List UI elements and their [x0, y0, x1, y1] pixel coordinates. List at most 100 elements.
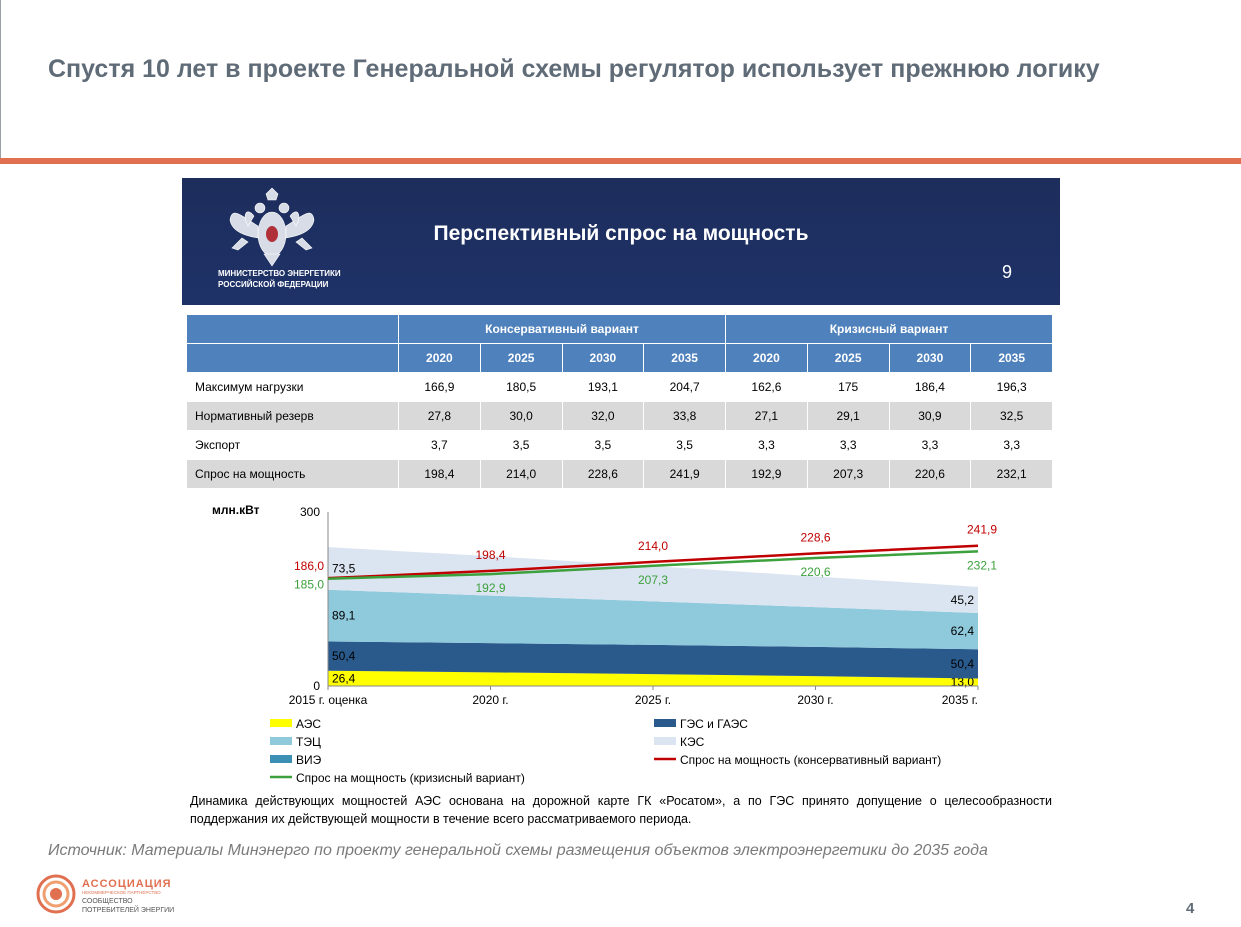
- demand-value-label: 198,4: [475, 548, 505, 562]
- table-cell: 3,3: [725, 430, 808, 460]
- association-subtitle: НЕКОММЕРЧЕСКОЕ ПАРТНЕРСТВО: [82, 890, 161, 895]
- x-tick-label: 2025 г.: [635, 693, 671, 707]
- table-row: Нормативный резерв 27,8 30,0 32,0 33,8 2…: [186, 401, 1054, 431]
- area-value-label: 50,4: [951, 657, 975, 671]
- ministry-name: МИНИСТЕРСТВО ЭНЕРГЕТИКИ РОССИЙСКОЙ ФЕДЕР…: [218, 269, 341, 289]
- year-header: 2025: [806, 343, 890, 373]
- area-value-label: 26,4: [332, 671, 356, 685]
- association-name: АССОЦИАЦИЯ: [82, 878, 172, 890]
- table-cell: 220,6: [888, 459, 972, 489]
- conservative-demand-line: [327, 544, 979, 580]
- row-label: Нормативный резерв: [186, 401, 399, 431]
- group-header-conservative: Консервативный вариант: [397, 314, 727, 344]
- table-row: Спрос на мощность 198,4 214,0 228,6 241,…: [186, 459, 1054, 489]
- table-cell: 192,9: [725, 459, 808, 489]
- table-cell: 180,5: [479, 372, 563, 402]
- table-cell: 228,6: [561, 459, 645, 489]
- legend-swatch: [270, 737, 292, 745]
- demand-table: Консервативный вариант Кризисный вариант…: [186, 314, 1054, 489]
- legend-swatch: [270, 755, 292, 763]
- panel-header: МИНИСТЕРСТВО ЭНЕРГЕТИКИ РОССИЙСКОЙ ФЕДЕР…: [182, 178, 1060, 305]
- legend-label: ГЭС и ГАЭС: [680, 717, 748, 731]
- slide-title: Спустя 10 лет в проекте Генеральной схем…: [48, 55, 1100, 83]
- table-cell: 3,5: [561, 430, 645, 460]
- y-axis-label: млн.кВт: [212, 503, 260, 517]
- demand-value-label: 228,6: [800, 530, 830, 544]
- year-header: 2035: [970, 343, 1054, 373]
- area-1: [328, 670, 978, 686]
- embedded-slide-panel: МИНИСТЕРСТВО ЭНЕРГЕТИКИ РОССИЙСКОЙ ФЕДЕР…: [182, 178, 1060, 836]
- legend-label: КЭС: [680, 735, 705, 749]
- panel-title: Перспективный спрос на мощность: [433, 222, 809, 245]
- legend-label: АЭС: [296, 717, 321, 731]
- table-cell: 186,4: [888, 372, 972, 402]
- year-header: 2020: [725, 343, 808, 373]
- double-headed-eagle-emblem-icon: [229, 187, 315, 267]
- table-header-groups: Консервативный вариант Кризисный вариант: [186, 314, 1054, 344]
- x-tick-label: 2015 г. оценка: [289, 693, 368, 707]
- demand-value-label: 220,6: [800, 565, 830, 579]
- legend-label: Спрос на мощность (кризисный вариант): [296, 771, 525, 785]
- table-cell: 30,0: [479, 401, 563, 431]
- x-tick-label: 2030 г.: [797, 693, 833, 707]
- table-cell: 27,8: [398, 401, 481, 431]
- area-value-label: 45,2: [951, 593, 975, 607]
- area-2: [328, 641, 978, 679]
- table-header-years: 2020 2025 2030 2035 2020 2025 2030 2035: [186, 343, 1054, 373]
- area-value-label: 50,4: [332, 649, 356, 663]
- x-tick-label: 2035 г.: [942, 693, 978, 707]
- legend-swatch: [654, 737, 676, 745]
- table-cell: 214,0: [479, 459, 563, 489]
- inner-slide-number: 9: [1002, 262, 1013, 282]
- year-header: 2030: [561, 343, 645, 373]
- demand-value-label: 214,0: [638, 539, 668, 553]
- legend-label: ТЭЦ: [296, 735, 321, 749]
- table-cell: 166,9: [398, 372, 481, 402]
- demand-value-label: 185,0: [294, 578, 324, 592]
- demand-value-label: 232,1: [967, 558, 997, 572]
- table-corner-cell: [186, 314, 399, 344]
- area-value-label: 62,4: [951, 624, 975, 638]
- table-cell: 241,9: [643, 459, 727, 489]
- association-description: СООБЩЕСТВО ПОТРЕБИТЕЛЕЙ ЭНЕРГИИ: [82, 898, 175, 914]
- chart-footnote: Динамика действующих мощностей АЭС основ…: [190, 794, 1052, 826]
- title-divider: [0, 158, 1241, 164]
- area-value-label: 73,5: [332, 561, 356, 575]
- table-cell: 232,1: [970, 459, 1054, 489]
- table-corner-cell: [186, 343, 399, 373]
- crisis-demand-line: [327, 550, 979, 580]
- source-note: Источник: Материалы Минэнерго по проекту…: [48, 842, 988, 859]
- demand-value-label: 241,9: [967, 523, 997, 537]
- legend-swatch: [270, 719, 292, 727]
- legend-label: ВИЭ: [296, 753, 322, 767]
- table-cell: 196,3: [970, 372, 1054, 402]
- table-row: Максимум нагрузки 166,9 180,5 193,1 204,…: [186, 372, 1054, 402]
- year-header: 2030: [888, 343, 972, 373]
- table-cell: 3,7: [398, 430, 481, 460]
- table-cell: 3,5: [479, 430, 563, 460]
- year-header: 2035: [643, 343, 727, 373]
- area-value-label: 89,1: [332, 609, 356, 623]
- table-cell: 30,9: [888, 401, 972, 431]
- group-header-crisis: Кризисный вариант: [725, 314, 1054, 344]
- row-label: Спрос на мощность: [186, 459, 399, 489]
- area-3: [328, 589, 978, 650]
- left-edge-rule: [0, 0, 1, 160]
- demand-value-label: 186,0: [294, 559, 324, 573]
- y-tick-label: 300: [300, 505, 320, 519]
- table-cell: 3,5: [643, 430, 727, 460]
- year-header: 2025: [479, 343, 563, 373]
- y-tick-label: 0: [313, 679, 320, 693]
- table-cell: 27,1: [725, 401, 808, 431]
- association-logo-icon: [36, 874, 76, 914]
- table-cell: 198,4: [398, 459, 481, 489]
- demand-value-label: 192,9: [475, 581, 505, 595]
- table-cell: 193,1: [561, 372, 645, 402]
- table-cell: 3,3: [888, 430, 972, 460]
- page-number: 4: [1186, 900, 1195, 917]
- area-4: [328, 547, 978, 614]
- year-header: 2020: [398, 343, 481, 373]
- table-cell: 32,5: [970, 401, 1054, 431]
- table-cell: 204,7: [643, 372, 727, 402]
- table-cell: 3,3: [970, 430, 1054, 460]
